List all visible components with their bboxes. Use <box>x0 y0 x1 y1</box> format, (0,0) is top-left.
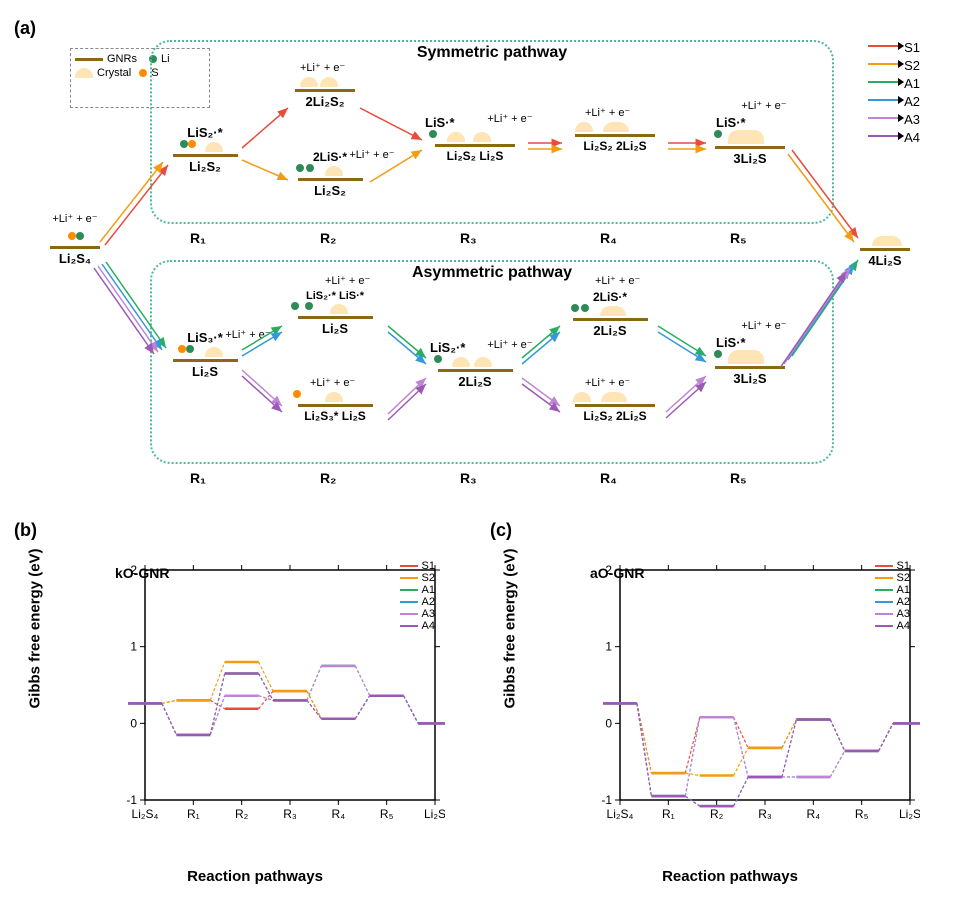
reagent-text: +Li⁺ + e⁻ <box>45 212 105 225</box>
chart-b: Gibbs free energy (eV) kO-GNR -1012Li₂S₄… <box>45 540 465 880</box>
asym-r2a: LiS₂·* LiS·* +Li⁺ + e⁻ Li₂S <box>285 290 385 336</box>
svg-text:2: 2 <box>130 563 137 577</box>
svg-text:R₁: R₁ <box>662 807 675 821</box>
species-start: +Li⁺ + e⁻ Li₂S₄ <box>50 230 100 266</box>
asym-step-r3: R₃ <box>460 470 477 486</box>
chart-b-xlabel: Reaction pathways <box>45 868 465 885</box>
end-label: 4Li₂S <box>860 253 910 268</box>
asym-r4b: +Li⁺ + e⁻ Li₂S₂ 2Li₂S <box>565 390 665 423</box>
sym-step-r1: R₁ <box>190 230 206 246</box>
svg-text:R₁: R₁ <box>187 807 200 821</box>
species-end: 4Li₂S <box>860 230 910 268</box>
asym-r2b: +Li⁺ + e⁻ Li₂S₃* Li₂S <box>285 390 385 423</box>
svg-text:R₂: R₂ <box>235 807 249 821</box>
sym-r2b: 2LiS·* +Li⁺ + e⁻ Li₂S₂ <box>290 150 370 198</box>
svg-text:R₅: R₅ <box>855 807 869 821</box>
sym-step-r2: R₂ <box>320 230 336 246</box>
svg-text:-1: -1 <box>601 793 612 807</box>
svg-text:R₃: R₃ <box>283 807 297 821</box>
sym-step-r5: R₅ <box>730 230 747 246</box>
sym-r4: +Li⁺ + e⁻ Li₂S₂ 2Li₂S <box>565 120 665 153</box>
svg-text:R₃: R₃ <box>758 807 772 821</box>
sym-step-r4: R₄ <box>600 230 617 246</box>
svg-text:R₂: R₂ <box>710 807 724 821</box>
svg-text:1: 1 <box>130 640 137 654</box>
chart-c-ylabel: Gibbs free energy (eV) <box>502 548 519 708</box>
asym-r1: LiS₃·* +Li⁺ + e⁻ Li₂S <box>170 330 240 379</box>
svg-text:1: 1 <box>605 640 612 654</box>
svg-text:0: 0 <box>605 716 612 730</box>
chart-c-legend: S1S2A1A2A3A4 <box>875 560 910 632</box>
asymmetric-title: Asymmetric pathway <box>152 264 832 282</box>
diagram-panel-a: GNRs Li Crystal S S1S2A1A2A3A4 Symmetric… <box>30 30 930 510</box>
asym-step-r4: R₄ <box>600 470 617 486</box>
svg-text:Li₂S₄: Li₂S₄ <box>132 807 159 821</box>
svg-text:Li₂S: Li₂S <box>899 807 920 821</box>
svg-text:R₄: R₄ <box>807 807 821 821</box>
asym-step-r5: R₅ <box>730 470 747 486</box>
panel-label-c: (c) <box>490 520 512 541</box>
asym-step-r1: R₁ <box>190 470 206 486</box>
asym-r3: LiS₂·* +Li⁺ + e⁻ 2Li₂S <box>430 340 520 389</box>
asym-r5: LiS·* +Li⁺ + e⁻ 3Li₂S <box>710 335 790 386</box>
s-dot-icon <box>139 69 147 77</box>
legend-gnrs: GNRs <box>107 53 137 65</box>
sym-r5: LiS·* +Li⁺ + e⁻ 3Li₂S <box>710 115 790 166</box>
svg-text:R₄: R₄ <box>332 807 346 821</box>
sym-step-r3: R₃ <box>460 230 477 246</box>
svg-text:Li₂S: Li₂S <box>424 807 445 821</box>
legend-crystal: Crystal <box>97 67 131 79</box>
asym-r4a: 2LiS·* +Li⁺ + e⁻ 2Li₂S <box>565 290 655 338</box>
svg-text:Li₂S₄: Li₂S₄ <box>607 807 634 821</box>
chart-c-xlabel: Reaction pathways <box>520 868 940 885</box>
gnr-icon <box>75 58 103 61</box>
pathway-arrow-legend: S1S2A1A2A3A4 <box>868 40 920 148</box>
crystal-icon <box>75 68 93 78</box>
chart-b-plot: -1 0 1 2 Li₂S₄ R₁ R₂ R₃ R₄ R₅ Li₂S <box>105 560 445 830</box>
start-label: Li₂S₄ <box>50 251 100 266</box>
svg-text:2: 2 <box>605 563 612 577</box>
asym-step-r2: R₂ <box>320 470 336 486</box>
svg-text:-1: -1 <box>126 793 137 807</box>
svg-text:R₅: R₅ <box>380 807 394 821</box>
chart-c: Gibbs free energy (eV) aO-GNR -1012Li₂S₄… <box>520 540 940 880</box>
svg-text:0: 0 <box>130 716 137 730</box>
chart-c-plot: -1 0 1 2 Li₂S₄ R₁ R₂ R₃ R₄ R₅ Li₂S <box>580 560 920 830</box>
sym-r1: LiS₂·* Li₂S₂ <box>170 125 240 174</box>
chart-b-legend: S1S2A1A2A3A4 <box>400 560 435 632</box>
chart-b-ylabel: Gibbs free energy (eV) <box>27 548 44 708</box>
symmetric-title: Symmetric pathway <box>152 44 832 62</box>
sym-r2a: +Li⁺ + e⁻ 2Li₂S₂ <box>290 75 360 109</box>
panel-label-b: (b) <box>14 520 37 541</box>
sym-r3: LiS·* +Li⁺ + e⁻ Li₂S₂ Li₂S <box>425 115 525 163</box>
